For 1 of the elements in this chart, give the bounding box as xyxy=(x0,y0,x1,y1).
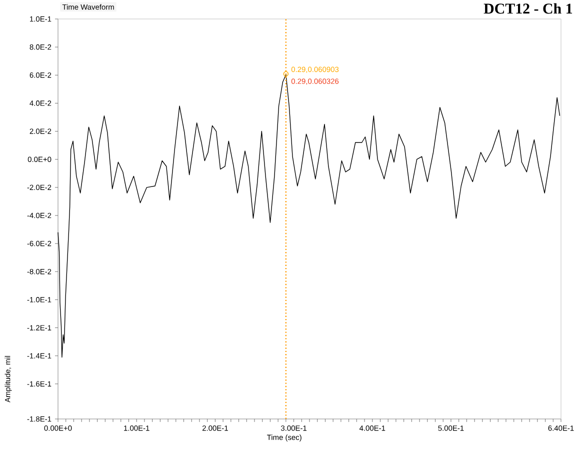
chart-title: DCT12 - Ch 1 xyxy=(484,3,572,14)
